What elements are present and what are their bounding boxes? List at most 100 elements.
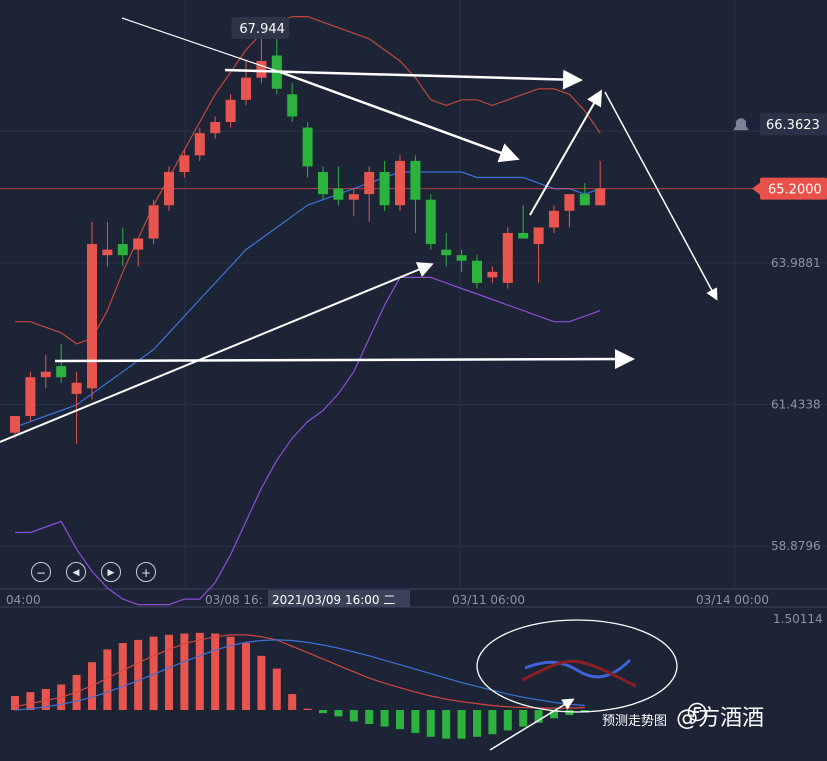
- annotation-layer: [0, 17, 718, 751]
- candle-body[interactable]: [194, 133, 205, 156]
- candle-body[interactable]: [564, 194, 575, 211]
- candle-body[interactable]: [595, 188, 606, 206]
- candle-body[interactable]: [148, 205, 159, 239]
- candle-body[interactable]: [579, 194, 590, 206]
- macd-bar: [365, 710, 374, 725]
- mid-band-line: [14, 171, 601, 428]
- downtrend-arrow: [279, 70, 520, 163]
- candle-body[interactable]: [425, 199, 436, 245]
- macd-bar: [442, 710, 451, 739]
- macd-bar: [257, 655, 266, 710]
- bell-icon[interactable]: [733, 118, 749, 131]
- macd-bar: [334, 710, 343, 717]
- candle-body[interactable]: [441, 249, 452, 256]
- candle-body[interactable]: [102, 249, 113, 256]
- candle-body[interactable]: [379, 171, 390, 206]
- last-price-badge: [760, 177, 827, 200]
- candle-body[interactable]: [256, 61, 267, 78]
- support-arrow: [54, 349, 635, 370]
- crosshair-time-label: 2021/03/09 16:00 二: [272, 593, 395, 607]
- macd-bar: [180, 633, 189, 710]
- macd-bar: [242, 643, 250, 710]
- candle-body[interactable]: [302, 127, 313, 167]
- macd-bar: [165, 634, 173, 710]
- price-axis: 66.3623 63.9881 61.4338 58.8796 65.2000: [733, 113, 827, 553]
- macd-bar: [211, 633, 220, 710]
- candle-body[interactable]: [56, 366, 67, 378]
- candle-body[interactable]: [410, 160, 421, 200]
- bollinger-bands: [0, 16, 760, 606]
- candle-body[interactable]: [164, 171, 174, 206]
- time-axis: 04:00 03/08 16: 03/11 06:00 03/14 00:00 2021…: [6, 590, 769, 607]
- candle-body[interactable]: [533, 227, 544, 245]
- scroll-start-button[interactable]: ◀: [66, 562, 86, 582]
- scroll-end-button[interactable]: ▶: [101, 562, 121, 582]
- candle-body[interactable]: [287, 94, 298, 117]
- x-tick-label: 04:00: [6, 593, 41, 607]
- candle-body[interactable]: [472, 260, 482, 283]
- macd-bar: [380, 710, 389, 727]
- alert-price-box: [760, 113, 827, 136]
- candle-body[interactable]: [348, 194, 359, 200]
- candle-body[interactable]: [71, 382, 82, 394]
- upper-band-line: [15, 16, 601, 345]
- candle-body[interactable]: [225, 99, 236, 123]
- grid-layer: [0, 0, 827, 608]
- macd-bar: [349, 710, 358, 722]
- candle-body[interactable]: [364, 171, 375, 195]
- zoom-in-button[interactable]: +: [136, 562, 156, 582]
- macd-bar: [457, 710, 466, 739]
- macd-bar: [565, 710, 574, 716]
- candle-body[interactable]: [117, 244, 128, 256]
- macd-bar: [473, 710, 481, 737]
- forecast-slow-line: [521, 659, 637, 688]
- zoom-out-button[interactable]: −: [31, 562, 51, 582]
- candle-body[interactable]: [87, 244, 97, 389]
- macd-bar: [103, 649, 112, 710]
- candle-body[interactable]: [549, 210, 559, 228]
- macd-bar: [149, 636, 158, 710]
- candle-body[interactable]: [318, 171, 328, 195]
- last-price-text: 65.2000: [768, 183, 822, 198]
- candle-body[interactable]: [179, 155, 190, 172]
- macd-bar: [41, 688, 50, 710]
- candle-body[interactable]: [10, 416, 20, 433]
- candle-body[interactable]: [40, 371, 51, 378]
- y-tick-label: 58.8796: [771, 539, 821, 553]
- candle-body[interactable]: [133, 238, 144, 250]
- candle-body[interactable]: [333, 188, 344, 200]
- toutiao-logo-icon: [687, 702, 707, 722]
- macd-bar: [118, 643, 127, 710]
- x-tick-label: 03/08 16:: [205, 593, 263, 607]
- macd-bar: [288, 694, 297, 710]
- x-tick-label: 03/11 06:00: [452, 593, 525, 607]
- macd-bar: [426, 710, 435, 737]
- forecast-ellipse: [476, 619, 678, 713]
- macd-bar: [503, 710, 512, 731]
- candle-body[interactable]: [210, 122, 221, 134]
- candle-body[interactable]: [456, 255, 467, 261]
- author-watermark: @方酒酒: [676, 706, 765, 731]
- x-tick-label: 03/14 00:00: [696, 593, 769, 607]
- macd-bar: [134, 639, 143, 710]
- forecast-down-arrow: [604, 91, 718, 301]
- candle-body[interactable]: [241, 77, 251, 100]
- macd-bar: [226, 636, 235, 710]
- candle-body[interactable]: [502, 232, 513, 283]
- candle-body[interactable]: [518, 232, 529, 239]
- forecast-up-arrow: [529, 89, 602, 216]
- macd-y-tick: 1.50114: [773, 612, 823, 626]
- high-label-box: [231, 17, 290, 39]
- high-label-text: 67.944: [239, 22, 285, 37]
- candle-body[interactable]: [395, 160, 405, 206]
- candle-body[interactable]: [487, 271, 498, 278]
- watermark: 预测走势图 @方酒酒: [602, 700, 764, 732]
- macd-bar: [488, 710, 497, 735]
- candle-body[interactable]: [25, 377, 36, 417]
- macd-bar: [519, 710, 528, 727]
- logo-ring: [687, 702, 707, 722]
- macd-bar: [195, 632, 204, 710]
- macd-panel: 1.50114: [11, 612, 823, 739]
